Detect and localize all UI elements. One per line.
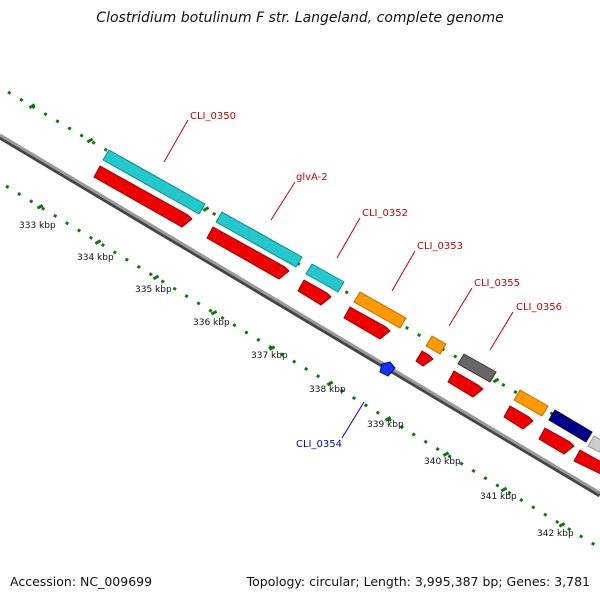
gene-arrow-cli-0353 (343, 306, 391, 340)
inner-major-tick-1 (94, 239, 102, 245)
feature-box-glva-2-cds (215, 211, 303, 268)
gene-arrow-glva-2 (206, 226, 290, 280)
gene-arrow-cli-0350 (93, 165, 193, 228)
inner-major-tick-4 (268, 345, 276, 351)
feature-box-navy (548, 409, 593, 443)
gene-arrow-cli-0355 (415, 350, 434, 367)
tick-label-337: 337 kbp (251, 351, 288, 361)
gene-arrow-track (93, 165, 600, 475)
accession-label: Accession: NC_009699 (10, 574, 153, 589)
feature-box-orange-right (513, 389, 549, 417)
gene-label-cli-0354: CLI_0354 (296, 439, 342, 450)
gene-label-cli-0350: CLI_0350 (190, 111, 236, 122)
gene-labels: CLI_0350 glvA-2 CLI_0352 CLI_0353 CLI_03… (190, 111, 562, 450)
feature-box-cli-0356-cds (457, 353, 497, 383)
gene-label-cli-0352: CLI_0352 (362, 208, 408, 219)
label-leaders (163, 119, 514, 439)
outer-dotted-ring (7, 90, 600, 444)
backbone (0, 133, 600, 495)
gene-label-glva-2: glvA-2 (296, 172, 328, 183)
genome-summary: Topology: circular; Length: 3,995,387 bp… (246, 574, 590, 589)
inner-major-tick-9 (558, 522, 566, 528)
gene-arrow-right-3 (573, 449, 600, 475)
leader-cli-0355 (448, 287, 473, 327)
leader-cli-0350 (163, 119, 189, 163)
gene-label-cli-0353: CLI_0353 (417, 241, 463, 252)
tick-label-335: 335 kbp (135, 285, 172, 295)
feature-box-light-gray (587, 435, 600, 453)
gene-label-cli-0355: CLI_0355 (474, 278, 520, 289)
gene-arrow-cli-0354 (379, 361, 396, 377)
leader-cli-0354 (341, 401, 365, 439)
leader-cli-0353 (391, 250, 416, 292)
outer-major-tick-8 (492, 377, 500, 384)
inner-major-tick-2 (152, 274, 160, 281)
gene-arrow-right-2 (538, 427, 575, 455)
gene-arrow-right-1 (503, 405, 534, 430)
upper-feature-track (102, 149, 600, 453)
tick-label-333: 333 kbp (19, 221, 56, 231)
outer-major-tick-0 (28, 103, 36, 109)
tick-label-342: 342 kbp (537, 529, 574, 539)
gene-label-cli-0356: CLI_0356 (516, 302, 562, 313)
inner-major-tick-8 (500, 486, 508, 493)
feature-box-cli-0353-cds (353, 291, 407, 329)
feature-box-cli-0350-cds (102, 149, 206, 215)
outer-major-tick-1 (86, 137, 94, 144)
scale-labels: 333 kbp 334 kbp 335 kbp 336 kbp 337 kbp … (19, 221, 574, 539)
inner-major-tick-7 (442, 451, 450, 457)
tick-label-338: 338 kbp (309, 385, 346, 395)
gene-arrow-cli-0352 (297, 279, 332, 306)
tick-label-339: 339 kbp (367, 420, 404, 430)
tick-label-340: 340 kbp (424, 457, 461, 467)
inner-major-tick-6 (384, 416, 392, 422)
inner-major-tick-5 (326, 380, 334, 387)
tick-label-341: 341 kbp (480, 492, 517, 502)
tick-label-334: 334 kbp (77, 253, 114, 263)
gene-arrow-cli-0356 (447, 370, 484, 398)
inner-major-tick-0 (36, 203, 44, 210)
backbone-shadow (0, 134, 600, 498)
leader-glva-2 (270, 181, 296, 221)
tick-label-336: 336 kbp (193, 318, 230, 328)
leader-cli-0356 (489, 311, 514, 351)
feature-box-cli-0352-cds (305, 263, 345, 293)
feature-box-cli-0355-cds (425, 335, 447, 355)
inner-major-tick-3 (210, 309, 218, 316)
outer-major-tick-3 (202, 206, 210, 212)
leader-cli-0352 (336, 217, 361, 259)
map-title: Clostridium botulinum F str. Langeland, … (96, 10, 504, 26)
